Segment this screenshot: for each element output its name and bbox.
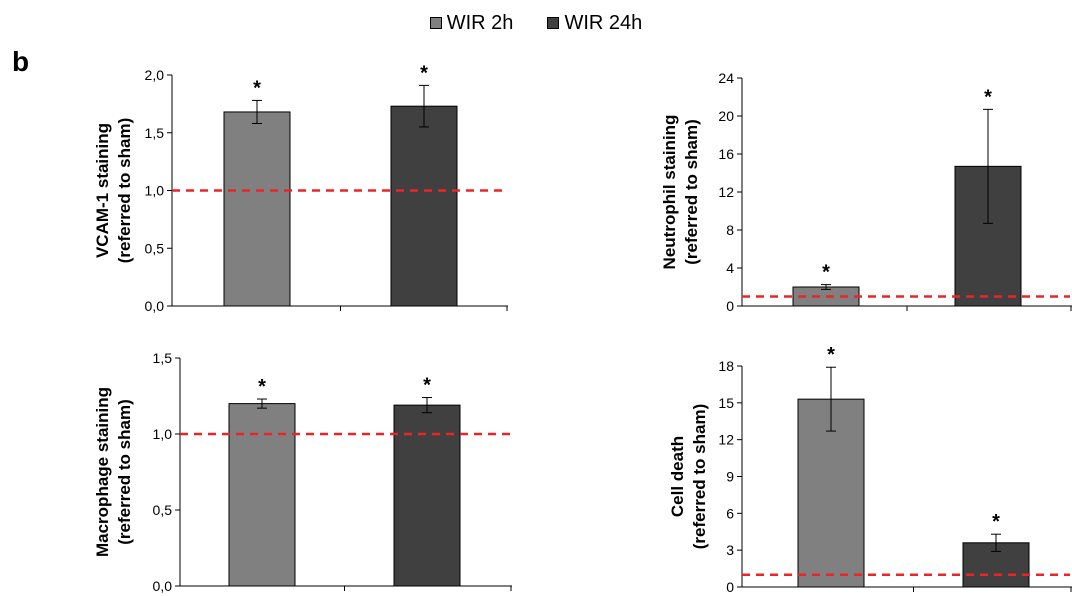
chart1-y-tick-label: 0,5 [145,240,165,256]
chart2-y-tick-label: 12 [718,184,734,200]
chart3-y-axis-label: Macrophage staining [93,387,112,557]
chart1-y-tick-label: 1,0 [145,183,165,199]
chart1-bar-wir-24h [390,105,458,307]
chart2-y-tick-label: 0 [726,298,734,314]
chart2-significance-asterisk: * [822,262,830,284]
chart2-y-tick-label: 4 [726,260,734,276]
chart1-significance-asterisk: * [420,62,428,84]
chart3-y-tick-label: 1,5 [153,350,173,366]
chart4-y-tick-label: 3 [726,542,734,558]
chart3-y-tick-label: 0,5 [153,502,173,518]
legend-swatch-wir-2h [429,17,442,29]
chart2-y-axis-label: (referred to sham) [682,119,701,264]
panel-letter: b [12,46,30,77]
chart4-significance-asterisk: * [827,344,835,366]
legend-label-wir-24h: WIR 24h [564,11,643,34]
chart4-significance-asterisk: * [992,511,1000,533]
chart2-y-tick-label: 16 [718,146,734,162]
chart3-significance-asterisk: * [258,376,266,398]
chart2-y-axis-label: Neutrophil staining [660,115,679,270]
chart3-y-axis-label: (referred to sham) [115,399,134,544]
chart4-y-tick-label: 18 [718,358,734,374]
legend-label-wir-2h: WIR 2h [446,11,514,34]
chart3-y-tick-label: 1,0 [153,426,173,442]
chart4-y-tick-label: 6 [726,505,734,521]
chart4-y-tick-label: 15 [718,395,734,411]
legend-item-wir-24h: WIR 24h [547,12,642,35]
chart4-y-axis-label: Cell death [668,436,687,517]
legend: WIR 2h WIR 24h [0,8,1072,38]
chart1-y-tick-label: 1,5 [145,125,165,141]
chart1-y-axis-label: VCAM-1 staining [93,123,112,258]
chart2-y-tick-label: 8 [726,222,734,238]
chart3-significance-asterisk: * [423,375,431,397]
chart1-y-tick-label: 2,0 [145,67,165,83]
chart3-bar-wir-24h [393,404,461,587]
chart1-y-axis-label: (referred to sham) [115,118,134,263]
chart2-y-tick-label: 24 [718,70,734,86]
chart4-y-tick-label: 9 [726,469,734,485]
chart1-y-tick-label: 0,0 [145,298,165,314]
chart4-y-axis-label: (referred to sham) [690,404,709,549]
chart1-bar-wir-2h [223,111,291,307]
chart2-significance-asterisk: * [984,86,992,108]
legend-item-wir-2h: WIR 2h [429,11,514,35]
chart4-y-tick-label: 0 [726,579,734,595]
chart1-significance-asterisk: * [253,77,261,99]
chart4-y-tick-label: 12 [718,432,734,448]
chart3-y-tick-label: 0,0 [153,578,173,594]
legend-swatch-wir-24h [547,17,560,29]
chart2-y-tick-label: 20 [718,108,734,124]
chart3-bar-wir-2h [228,403,296,587]
